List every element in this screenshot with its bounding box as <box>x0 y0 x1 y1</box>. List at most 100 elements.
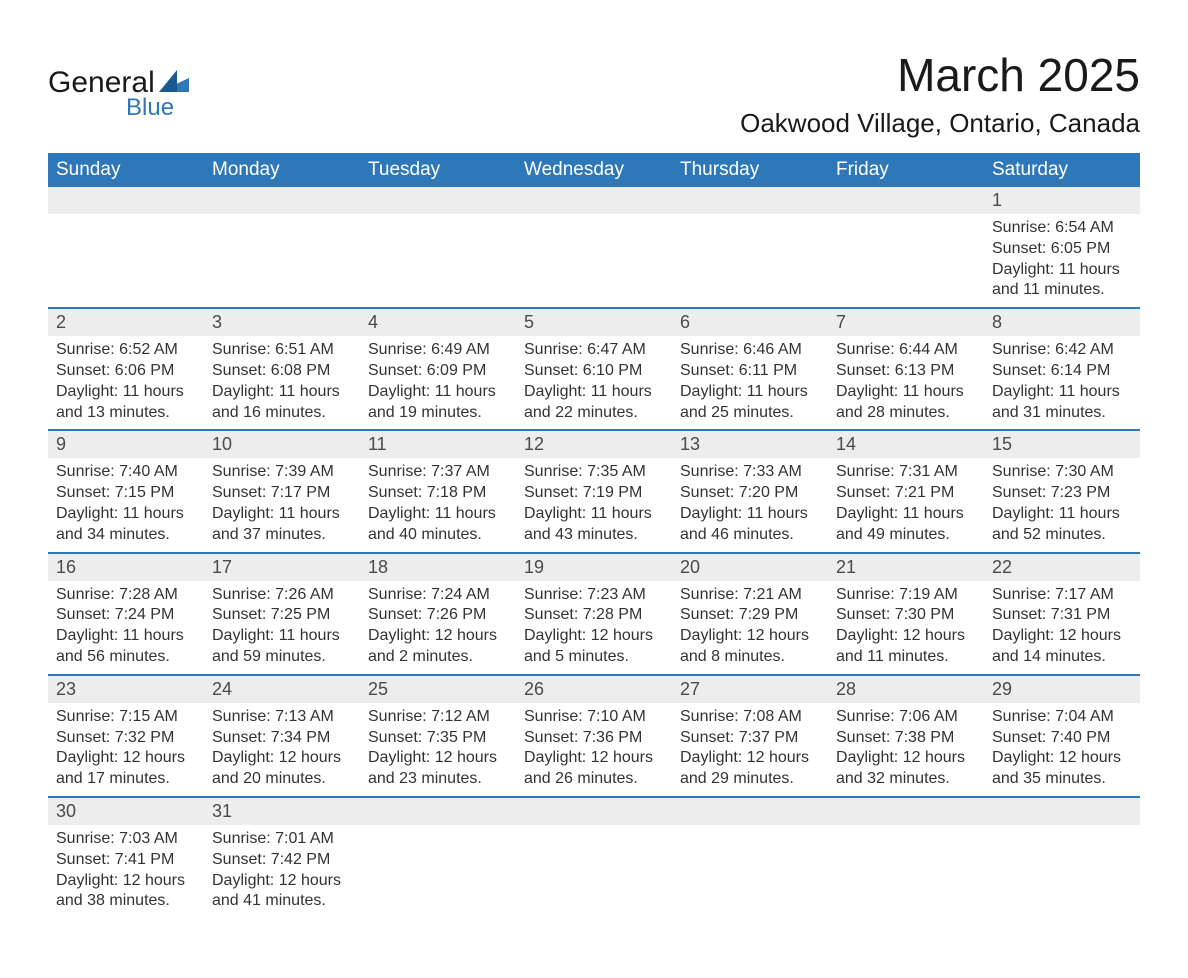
sunset-line: Sunset: 6:13 PM <box>836 361 976 382</box>
calendar-day-cell: 29Sunrise: 7:04 AMSunset: 7:40 PMDayligh… <box>984 675 1140 797</box>
day-info: Sunrise: 7:39 AMSunset: 7:17 PMDaylight:… <box>204 458 360 551</box>
daylight-line: Daylight: 12 hours and 38 minutes. <box>56 871 196 913</box>
calendar-day-cell: 20Sunrise: 7:21 AMSunset: 7:29 PMDayligh… <box>672 553 828 675</box>
calendar-day-cell: 1Sunrise: 6:54 AMSunset: 6:05 PMDaylight… <box>984 187 1140 308</box>
sunset-line: Sunset: 6:08 PM <box>212 361 352 382</box>
day-info: Sunrise: 7:28 AMSunset: 7:24 PMDaylight:… <box>48 581 204 674</box>
calendar-empty-cell <box>204 187 360 308</box>
sunset-line: Sunset: 7:36 PM <box>524 728 664 749</box>
sunrise-line: Sunrise: 7:37 AM <box>368 462 508 483</box>
day-number: 22 <box>984 554 1140 581</box>
sunrise-line: Sunrise: 7:12 AM <box>368 707 508 728</box>
day-info <box>828 825 984 909</box>
daylight-line: Daylight: 12 hours and 23 minutes. <box>368 748 508 790</box>
daylight-line: Daylight: 12 hours and 14 minutes. <box>992 626 1132 668</box>
sunrise-line: Sunrise: 7:35 AM <box>524 462 664 483</box>
calendar-row: 1Sunrise: 6:54 AMSunset: 6:05 PMDaylight… <box>48 187 1140 308</box>
daylight-line: Daylight: 12 hours and 29 minutes. <box>680 748 820 790</box>
day-number: 20 <box>672 554 828 581</box>
day-info <box>516 825 672 909</box>
day-info <box>516 214 672 298</box>
header: General Blue March 2025 Oakwood Village,… <box>48 48 1140 139</box>
day-number: 8 <box>984 309 1140 336</box>
day-info <box>984 825 1140 909</box>
sunrise-line: Sunrise: 7:40 AM <box>56 462 196 483</box>
weekday-header: Wednesday <box>516 153 672 187</box>
sunset-line: Sunset: 7:29 PM <box>680 605 820 626</box>
sunrise-line: Sunrise: 7:26 AM <box>212 585 352 606</box>
daylight-line: Daylight: 11 hours and 13 minutes. <box>56 382 196 424</box>
sunset-line: Sunset: 7:24 PM <box>56 605 196 626</box>
calendar-day-cell: 17Sunrise: 7:26 AMSunset: 7:25 PMDayligh… <box>204 553 360 675</box>
calendar-row: 9Sunrise: 7:40 AMSunset: 7:15 PMDaylight… <box>48 430 1140 552</box>
sunset-line: Sunset: 6:14 PM <box>992 361 1132 382</box>
calendar-empty-cell <box>360 797 516 918</box>
day-info: Sunrise: 7:35 AMSunset: 7:19 PMDaylight:… <box>516 458 672 551</box>
day-number: 5 <box>516 309 672 336</box>
calendar-day-cell: 14Sunrise: 7:31 AMSunset: 7:21 PMDayligh… <box>828 430 984 552</box>
sunrise-line: Sunrise: 6:51 AM <box>212 340 352 361</box>
sunset-line: Sunset: 7:17 PM <box>212 483 352 504</box>
sunset-line: Sunset: 6:06 PM <box>56 361 196 382</box>
calendar-day-cell: 21Sunrise: 7:19 AMSunset: 7:30 PMDayligh… <box>828 553 984 675</box>
daylight-line: Daylight: 11 hours and 52 minutes. <box>992 504 1132 546</box>
day-number: 17 <box>204 554 360 581</box>
title-block: March 2025 Oakwood Village, Ontario, Can… <box>740 48 1140 139</box>
day-number <box>828 798 984 825</box>
sunrise-line: Sunrise: 7:01 AM <box>212 829 352 850</box>
calendar-day-cell: 4Sunrise: 6:49 AMSunset: 6:09 PMDaylight… <box>360 308 516 430</box>
calendar-day-cell: 13Sunrise: 7:33 AMSunset: 7:20 PMDayligh… <box>672 430 828 552</box>
sunrise-line: Sunrise: 7:30 AM <box>992 462 1132 483</box>
day-info: Sunrise: 7:13 AMSunset: 7:34 PMDaylight:… <box>204 703 360 796</box>
daylight-line: Daylight: 12 hours and 26 minutes. <box>524 748 664 790</box>
sunset-line: Sunset: 7:19 PM <box>524 483 664 504</box>
day-info: Sunrise: 7:15 AMSunset: 7:32 PMDaylight:… <box>48 703 204 796</box>
day-info: Sunrise: 7:26 AMSunset: 7:25 PMDaylight:… <box>204 581 360 674</box>
daylight-line: Daylight: 12 hours and 20 minutes. <box>212 748 352 790</box>
sunrise-line: Sunrise: 7:33 AM <box>680 462 820 483</box>
sunset-line: Sunset: 7:20 PM <box>680 483 820 504</box>
day-number: 18 <box>360 554 516 581</box>
sunrise-line: Sunrise: 6:49 AM <box>368 340 508 361</box>
day-number: 30 <box>48 798 204 825</box>
calendar-empty-cell <box>828 797 984 918</box>
day-number <box>360 187 516 214</box>
day-number: 7 <box>828 309 984 336</box>
day-info: Sunrise: 6:54 AMSunset: 6:05 PMDaylight:… <box>984 214 1140 307</box>
sunset-line: Sunset: 7:21 PM <box>836 483 976 504</box>
day-info: Sunrise: 7:21 AMSunset: 7:29 PMDaylight:… <box>672 581 828 674</box>
calendar-empty-cell <box>672 797 828 918</box>
weekday-header: Friday <box>828 153 984 187</box>
daylight-line: Daylight: 12 hours and 41 minutes. <box>212 871 352 913</box>
day-info: Sunrise: 7:31 AMSunset: 7:21 PMDaylight:… <box>828 458 984 551</box>
calendar-day-cell: 30Sunrise: 7:03 AMSunset: 7:41 PMDayligh… <box>48 797 204 918</box>
day-info: Sunrise: 6:49 AMSunset: 6:09 PMDaylight:… <box>360 336 516 429</box>
sunset-line: Sunset: 7:23 PM <box>992 483 1132 504</box>
daylight-line: Daylight: 12 hours and 5 minutes. <box>524 626 664 668</box>
weekday-header: Saturday <box>984 153 1140 187</box>
day-number: 16 <box>48 554 204 581</box>
calendar-day-cell: 2Sunrise: 6:52 AMSunset: 6:06 PMDaylight… <box>48 308 204 430</box>
day-number: 24 <box>204 676 360 703</box>
calendar-day-cell: 18Sunrise: 7:24 AMSunset: 7:26 PMDayligh… <box>360 553 516 675</box>
day-number <box>984 798 1140 825</box>
calendar-row: 23Sunrise: 7:15 AMSunset: 7:32 PMDayligh… <box>48 675 1140 797</box>
calendar-day-cell: 16Sunrise: 7:28 AMSunset: 7:24 PMDayligh… <box>48 553 204 675</box>
sunset-line: Sunset: 6:09 PM <box>368 361 508 382</box>
calendar-day-cell: 6Sunrise: 6:46 AMSunset: 6:11 PMDaylight… <box>672 308 828 430</box>
daylight-line: Daylight: 11 hours and 37 minutes. <box>212 504 352 546</box>
day-number: 26 <box>516 676 672 703</box>
day-number: 6 <box>672 309 828 336</box>
sunset-line: Sunset: 7:40 PM <box>992 728 1132 749</box>
day-number: 23 <box>48 676 204 703</box>
day-number: 21 <box>828 554 984 581</box>
sunset-line: Sunset: 7:31 PM <box>992 605 1132 626</box>
calendar-day-cell: 11Sunrise: 7:37 AMSunset: 7:18 PMDayligh… <box>360 430 516 552</box>
sunset-line: Sunset: 7:26 PM <box>368 605 508 626</box>
day-info: Sunrise: 7:06 AMSunset: 7:38 PMDaylight:… <box>828 703 984 796</box>
sunrise-line: Sunrise: 7:39 AM <box>212 462 352 483</box>
sunrise-line: Sunrise: 6:47 AM <box>524 340 664 361</box>
sunrise-line: Sunrise: 7:15 AM <box>56 707 196 728</box>
calendar-day-cell: 15Sunrise: 7:30 AMSunset: 7:23 PMDayligh… <box>984 430 1140 552</box>
sunrise-line: Sunrise: 7:13 AM <box>212 707 352 728</box>
